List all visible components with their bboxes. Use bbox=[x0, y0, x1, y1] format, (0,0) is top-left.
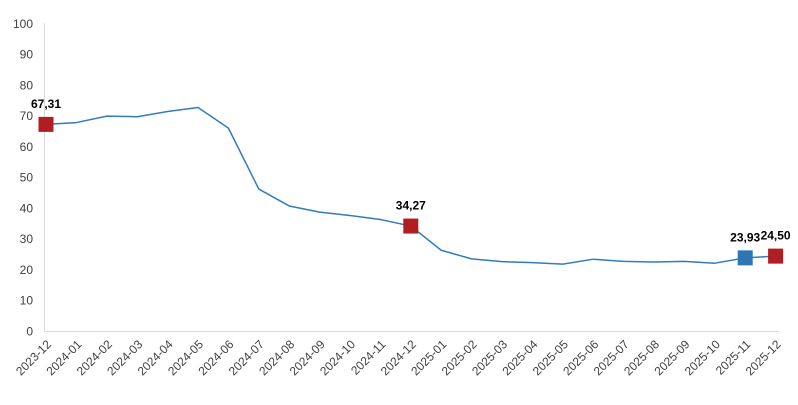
series-line bbox=[45, 106, 776, 265]
data-label: 34,27 bbox=[396, 199, 426, 213]
y-tick-label: 10 bbox=[20, 294, 34, 308]
y-tick-label: 60 bbox=[20, 140, 34, 154]
y-tick-label: 40 bbox=[20, 201, 34, 215]
y-tick-label: 50 bbox=[20, 171, 34, 185]
data-marker bbox=[737, 250, 753, 266]
data-label: 24,50 bbox=[761, 229, 791, 243]
y-tick-label: 100 bbox=[13, 17, 33, 31]
y-tick-label: 0 bbox=[26, 325, 33, 339]
data-label: 23,93 bbox=[730, 230, 760, 244]
data-marker bbox=[768, 248, 784, 264]
y-tick-label: 80 bbox=[20, 78, 34, 92]
data-marker bbox=[38, 116, 54, 132]
y-tick-label: 90 bbox=[20, 48, 34, 62]
data-marker bbox=[403, 218, 419, 234]
y-tick-label: 30 bbox=[20, 232, 34, 246]
y-tick-label: 70 bbox=[20, 109, 34, 123]
y-tick-label: 20 bbox=[20, 263, 34, 277]
data-label: 67,31 bbox=[31, 97, 61, 111]
